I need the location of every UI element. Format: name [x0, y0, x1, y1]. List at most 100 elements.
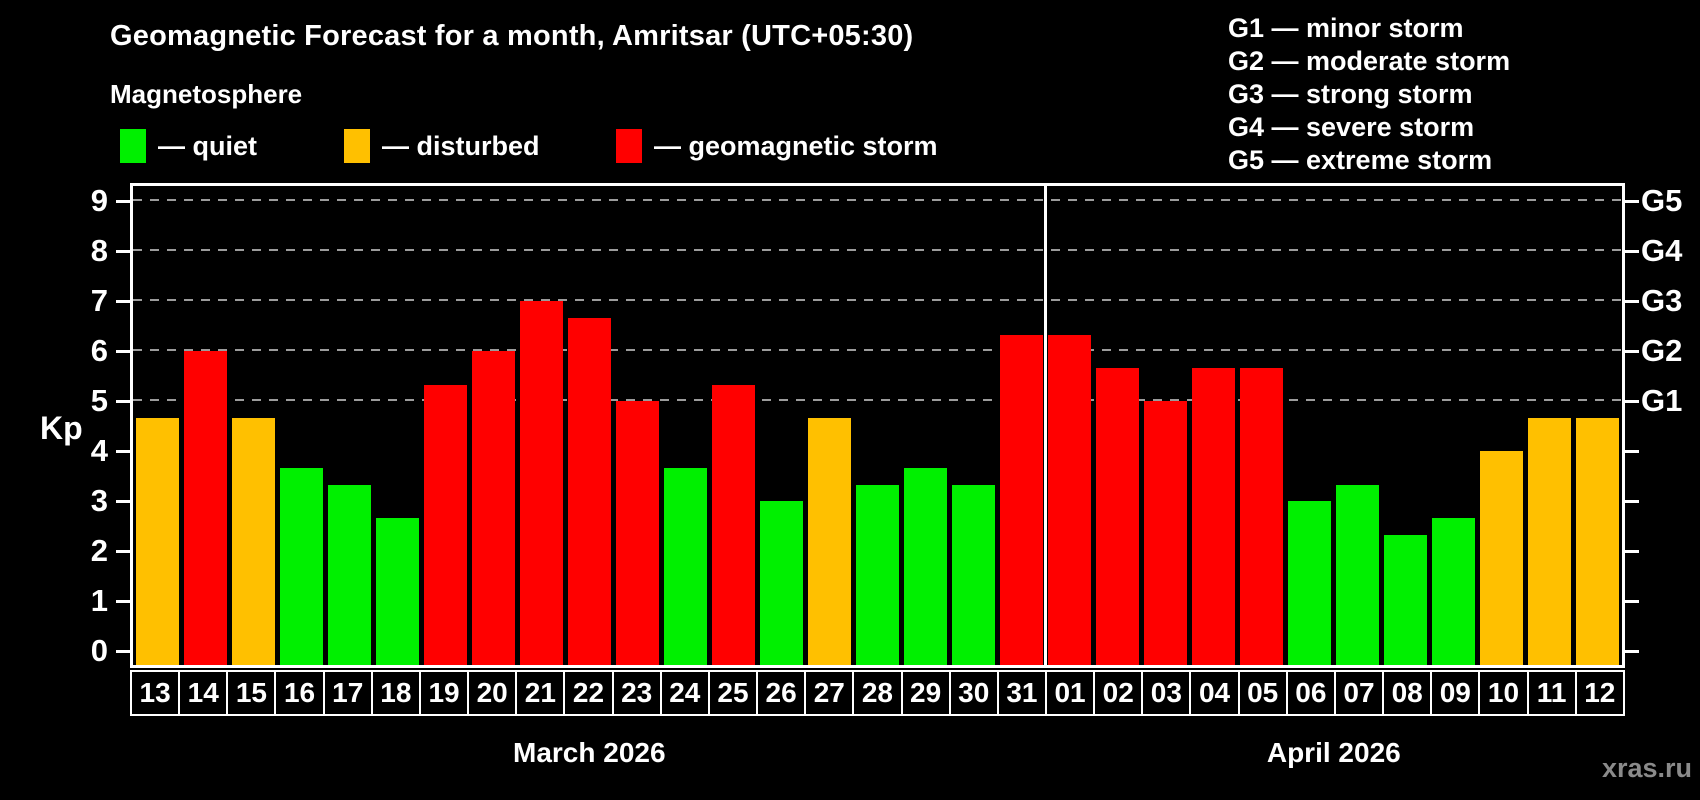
g-scale-legend: G1 — minor storm G2 — moderate storm G3 — …	[1228, 12, 1510, 177]
date-cell: 07	[1333, 670, 1385, 716]
gridline-kp5	[133, 399, 1622, 401]
date-cell: 27	[804, 670, 855, 716]
y-axis-tick-right	[1625, 499, 1639, 503]
y-axis-tick-right	[1625, 249, 1639, 253]
y-axis-tick-right	[1625, 299, 1639, 303]
kp-bar	[1240, 367, 1284, 665]
kp-bar	[471, 351, 515, 665]
y-axis-tick-right	[1625, 199, 1639, 203]
date-cell: 05	[1237, 670, 1288, 716]
date-cell: 15	[226, 670, 277, 716]
month-label: March 2026	[513, 737, 666, 768]
date-cell: 28	[852, 670, 903, 716]
kp-bar	[1576, 417, 1620, 665]
kp-bar	[1480, 451, 1524, 665]
y-axis-tick-left	[116, 549, 130, 553]
date-cell: 17	[322, 670, 373, 716]
legend-item-disturbed: — disturbed	[344, 127, 540, 165]
magnetosphere-label: Magnetosphere	[110, 79, 303, 109]
date-cell: 13	[130, 670, 181, 716]
date-cell: 22	[563, 670, 614, 716]
date-cell: 10	[1478, 670, 1529, 716]
kp-bar	[1336, 484, 1380, 665]
gridline-kp9	[133, 199, 1622, 201]
kp-bar	[567, 317, 611, 665]
month-separator-line	[1044, 186, 1048, 665]
y-tick-label: 9	[90, 183, 108, 218]
kp-bar	[1384, 534, 1428, 665]
date-cell: 03	[1141, 670, 1192, 716]
y-axis-tick-left	[116, 299, 130, 303]
g-level-label: G4	[1641, 233, 1683, 268]
kp-bar	[1432, 517, 1476, 665]
y-tick-label: 3	[90, 483, 108, 518]
kp-bar	[375, 517, 419, 665]
kp-bar	[615, 401, 659, 665]
y-axis-tick-right	[1625, 349, 1639, 353]
y-axis-tick-left	[116, 349, 130, 353]
y-tick-label: 5	[90, 383, 108, 418]
y-axis-tick-right	[1625, 449, 1639, 453]
kp-bar	[183, 351, 227, 665]
gridline-kp6	[133, 349, 1622, 351]
watermark: xras.ru	[1601, 753, 1692, 783]
date-cell: 14	[178, 670, 229, 716]
kp-bar	[952, 484, 996, 665]
g-level-label: G2	[1641, 333, 1683, 368]
kp-bar	[663, 467, 707, 665]
date-cell: 09	[1430, 670, 1481, 716]
kp-bar	[711, 384, 755, 665]
storm-color-swatch	[616, 129, 642, 163]
date-cell: 30	[948, 670, 999, 716]
legend-item-quiet: — quiet	[120, 127, 257, 165]
y-axis-title: Kp	[40, 410, 83, 446]
y-axis-tick-left	[116, 199, 130, 203]
kp-bar	[519, 301, 563, 665]
kp-bar	[1000, 334, 1044, 665]
date-cell: 19	[418, 670, 470, 716]
date-cell: 24	[659, 670, 710, 716]
month-label: April 2026	[1266, 737, 1401, 768]
date-cell: 04	[1189, 670, 1240, 716]
kp-bar	[1144, 401, 1188, 665]
y-tick-label: 1	[90, 583, 108, 618]
date-cell: 20	[467, 670, 518, 716]
y-axis-tick-left	[116, 449, 130, 453]
y-tick-label: 4	[90, 433, 108, 468]
legend-storm-label: — geomagnetic storm	[654, 130, 938, 161]
kp-bar	[1192, 367, 1236, 665]
y-tick-label: 7	[90, 283, 108, 318]
g-legend-line: G3 — strong storm	[1228, 79, 1473, 109]
y-axis-tick-right	[1625, 649, 1639, 653]
y-axis-tick-left	[116, 399, 130, 403]
disturbed-color-swatch	[344, 129, 370, 163]
kp-bar	[1288, 501, 1332, 665]
kp-bar	[423, 384, 467, 665]
y-tick-label: 8	[90, 233, 108, 268]
g-level-label: G1	[1641, 383, 1683, 418]
date-cell: 31	[996, 670, 1047, 716]
kp-bar	[1096, 367, 1140, 665]
date-cell: 06	[1285, 670, 1336, 716]
y-axis-tick-left	[116, 599, 130, 603]
gridline-kp8	[133, 249, 1622, 251]
plot-area	[130, 183, 1625, 668]
date-cell: 18	[370, 670, 421, 716]
date-cell: 23	[611, 670, 662, 716]
g-legend-line: G2 — moderate storm	[1228, 46, 1511, 76]
legend-quiet-label: — quiet	[158, 130, 257, 161]
gridline-kp7	[133, 299, 1622, 301]
date-cell: 12	[1574, 670, 1625, 716]
date-cell: 02	[1093, 670, 1144, 716]
kp-bar	[1528, 417, 1572, 665]
y-axis-tick-left	[116, 499, 130, 503]
kp-bar	[904, 467, 948, 665]
kp-bar	[279, 467, 323, 665]
g-level-label: G3	[1641, 283, 1683, 318]
kp-bar	[327, 484, 371, 665]
date-cell: 16	[274, 670, 325, 716]
kp-bar	[759, 501, 803, 665]
g-legend-line: G5 — extreme storm	[1228, 145, 1493, 175]
date-cell: 26	[756, 670, 807, 716]
